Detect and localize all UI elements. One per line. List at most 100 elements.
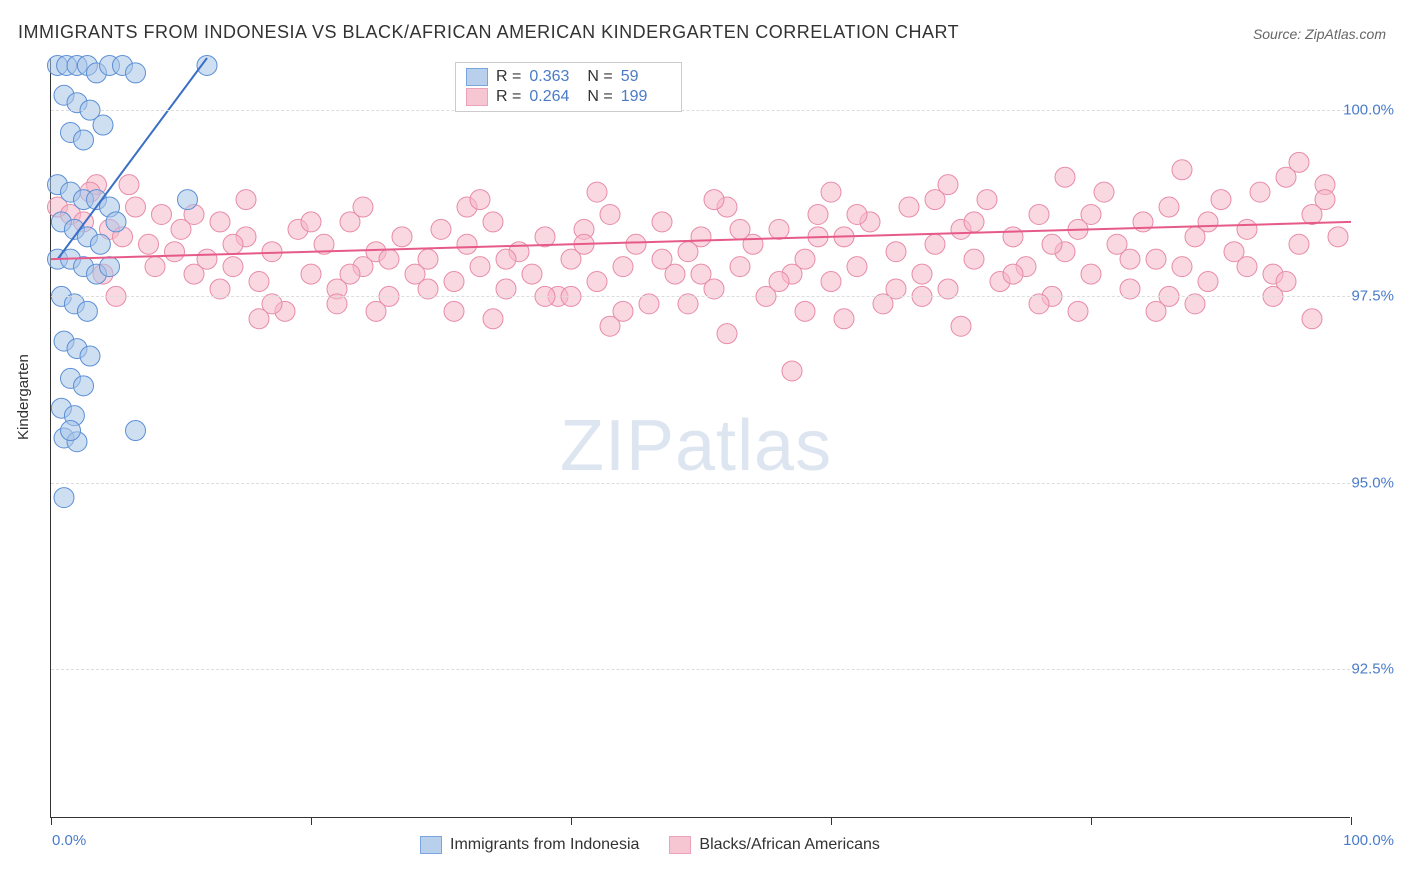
- gridline: [51, 483, 1350, 484]
- data-point: [54, 488, 74, 508]
- chart-title: IMMIGRANTS FROM INDONESIA VS BLACK/AFRIC…: [18, 22, 959, 43]
- data-point: [626, 234, 646, 254]
- x-tick: [831, 817, 832, 825]
- n-value-series1: 59: [621, 68, 671, 86]
- data-point: [126, 63, 146, 83]
- data-point: [106, 212, 126, 232]
- data-point: [613, 257, 633, 277]
- data-point: [1289, 234, 1309, 254]
- data-point: [782, 361, 802, 381]
- data-point: [691, 264, 711, 284]
- x-tick: [311, 817, 312, 825]
- data-point: [418, 249, 438, 269]
- x-tick: [571, 817, 572, 825]
- data-point: [1068, 301, 1088, 321]
- data-point: [1003, 264, 1023, 284]
- data-point: [126, 421, 146, 441]
- n-label: N =: [587, 68, 612, 86]
- n-value-series2: 199: [621, 88, 671, 106]
- data-point: [1029, 204, 1049, 224]
- data-point: [847, 204, 867, 224]
- legend-item-series1: Immigrants from Indonesia: [420, 836, 639, 854]
- data-point: [470, 190, 490, 210]
- data-point: [301, 264, 321, 284]
- data-point: [730, 219, 750, 239]
- data-point: [61, 421, 81, 441]
- data-point: [1315, 190, 1335, 210]
- data-point: [483, 309, 503, 329]
- r-label: R =: [496, 68, 521, 86]
- data-point: [1172, 257, 1192, 277]
- data-point: [223, 234, 243, 254]
- x-tick: [1351, 817, 1352, 825]
- data-point: [1250, 182, 1270, 202]
- data-point: [1003, 227, 1023, 247]
- x-axis-max-label: 100.0%: [1343, 832, 1394, 849]
- data-point: [795, 249, 815, 269]
- legend-swatch-series2: [466, 88, 488, 106]
- r-label: R =: [496, 88, 521, 106]
- data-point: [223, 257, 243, 277]
- gridline: [51, 296, 1350, 297]
- correlation-legend: R = 0.363 N = 59 R = 0.264 N = 199: [455, 62, 682, 112]
- data-point: [730, 257, 750, 277]
- data-point: [1328, 227, 1348, 247]
- data-point: [496, 249, 516, 269]
- data-point: [80, 346, 100, 366]
- gridline: [51, 110, 1350, 111]
- data-point: [139, 234, 159, 254]
- data-point: [821, 182, 841, 202]
- data-point: [340, 264, 360, 284]
- y-axis-label: Kindergarten: [15, 354, 32, 440]
- data-point: [769, 272, 789, 292]
- data-point: [1198, 272, 1218, 292]
- data-point: [600, 316, 620, 336]
- r-value-series2: 0.264: [529, 88, 579, 106]
- legend-swatch-series2-bottom: [669, 836, 691, 854]
- x-tick: [51, 817, 52, 825]
- data-point: [236, 190, 256, 210]
- data-point: [444, 272, 464, 292]
- data-point: [977, 190, 997, 210]
- data-point: [74, 376, 94, 396]
- y-tick-label: 95.0%: [1351, 474, 1394, 491]
- data-point: [353, 197, 373, 217]
- data-point: [1237, 257, 1257, 277]
- data-point: [1289, 152, 1309, 172]
- data-point: [938, 175, 958, 195]
- data-point: [1302, 309, 1322, 329]
- data-point: [587, 182, 607, 202]
- data-point: [587, 272, 607, 292]
- data-point: [600, 204, 620, 224]
- legend-item-series2: Blacks/African Americans: [669, 836, 880, 854]
- data-point: [379, 249, 399, 269]
- data-point: [301, 212, 321, 232]
- gridline: [51, 669, 1350, 670]
- y-tick-label: 92.5%: [1351, 660, 1394, 677]
- data-point: [899, 197, 919, 217]
- data-point: [821, 272, 841, 292]
- data-point: [912, 264, 932, 284]
- data-point: [1198, 212, 1218, 232]
- data-point: [1146, 249, 1166, 269]
- data-point: [483, 212, 503, 232]
- data-point: [886, 242, 906, 262]
- data-point: [457, 234, 477, 254]
- data-point: [100, 257, 120, 277]
- data-point: [444, 301, 464, 321]
- data-point: [1120, 249, 1140, 269]
- data-point: [1146, 301, 1166, 321]
- data-point: [74, 130, 94, 150]
- series-legend: Immigrants from Indonesia Blacks/African…: [420, 836, 880, 854]
- chart-svg: [51, 58, 1350, 817]
- data-point: [1081, 264, 1101, 284]
- data-point: [210, 212, 230, 232]
- data-point: [717, 324, 737, 344]
- data-point: [249, 309, 269, 329]
- legend-swatch-series1: [466, 68, 488, 86]
- data-point: [951, 316, 971, 336]
- data-point: [1042, 234, 1062, 254]
- data-point: [93, 115, 113, 135]
- legend-row-series2: R = 0.264 N = 199: [466, 87, 671, 107]
- data-point: [90, 234, 110, 254]
